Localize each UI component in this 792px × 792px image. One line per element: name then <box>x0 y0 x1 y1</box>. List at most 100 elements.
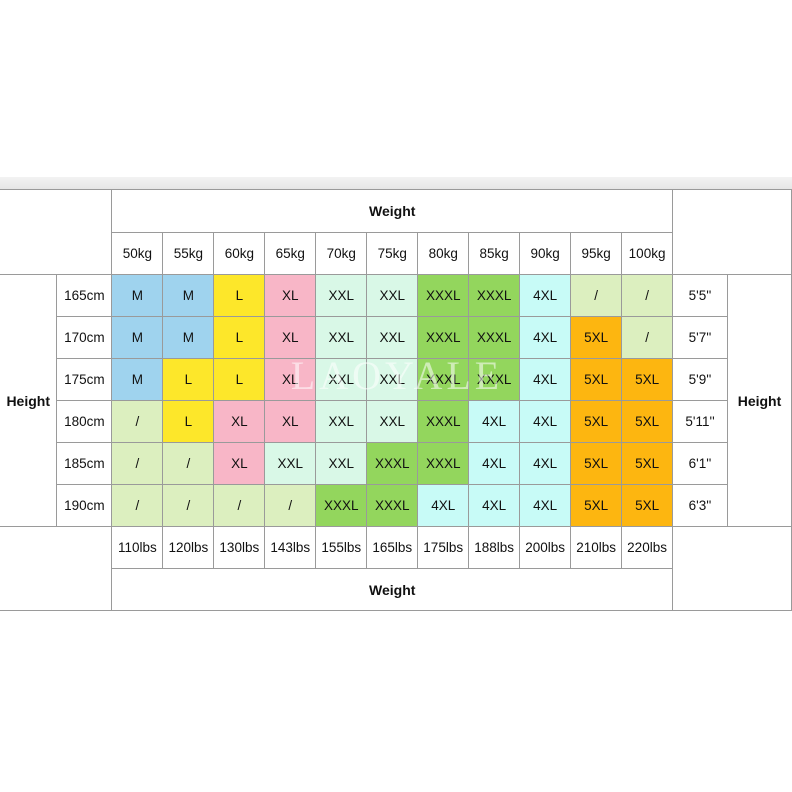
weight-kg-cell: 95kg <box>570 232 623 275</box>
weight-lbs-cell: 200lbs <box>519 526 572 569</box>
size-cell: 4XL <box>468 484 521 527</box>
size-cell: 5XL <box>570 400 623 443</box>
weight-lbs-cell: 220lbs <box>621 526 674 569</box>
size-cell: / <box>111 400 164 443</box>
size-cell: M <box>162 316 215 359</box>
corner-blank-right <box>672 189 792 275</box>
size-cell: XXL <box>315 274 368 317</box>
height-cm-cell: 185cm <box>56 442 113 485</box>
size-cell: XXL <box>315 316 368 359</box>
size-cell: XXL <box>366 316 419 359</box>
table-row: 190cm / / / / XXXL XXXL 4XL 4XL 4XL 5XL 5XL 6'3'' <box>0 484 792 527</box>
corner-blank <box>0 189 113 275</box>
size-cell: 5XL <box>621 484 674 527</box>
size-cell: M <box>111 358 164 401</box>
size-cell: XXXL <box>417 442 470 485</box>
height-ft-cell: 6'3'' <box>672 484 728 527</box>
size-cell: 4XL <box>519 316 572 359</box>
size-cell: / <box>213 484 266 527</box>
height-cm-cell: 175cm <box>56 358 113 401</box>
size-cell: 5XL <box>570 484 623 527</box>
table-row: 175cm M L L XL XXL XXL XXXL XXXL 4XL 5XL 5XL 5'9'' <box>0 358 792 401</box>
height-ft-cell: 5'7'' <box>672 316 728 359</box>
size-cell: 5XL <box>621 400 674 443</box>
weight-header-bottom: Weight <box>111 568 674 611</box>
table-row: 180cm / L XL XL XXL XXL XXXL 4XL 4XL 5XL 5XL 5'11'' <box>0 400 792 443</box>
height-ft-cell: 5'11'' <box>672 400 728 443</box>
size-cell: M <box>111 316 164 359</box>
size-cell: 5XL <box>621 442 674 485</box>
top-bar <box>0 177 792 189</box>
size-cell: L <box>162 400 215 443</box>
size-chart-table: Weight 50kg 55kg 60kg 65kg 70kg 75kg 80kg 85kg 90… <box>0 189 792 611</box>
size-cell: 4XL <box>519 400 572 443</box>
weight-kg-cell: 70kg <box>315 232 368 275</box>
weight-kg-cell: 55kg <box>162 232 215 275</box>
header-row-weight: Weight <box>0 189 792 275</box>
weight-lbs-cell: 175lbs <box>417 526 470 569</box>
weight-kg-cell: 65kg <box>264 232 317 275</box>
height-label-left: Height <box>0 274 58 527</box>
corner-blank-bottom-right <box>672 526 792 611</box>
size-cell: XXXL <box>417 400 470 443</box>
weight-kg-cell: 50kg <box>111 232 164 275</box>
size-cell: 5XL <box>570 316 623 359</box>
size-cell: / <box>162 484 215 527</box>
height-cm-cell: 180cm <box>56 400 113 443</box>
size-cell: / <box>570 274 623 317</box>
weight-header-top: Weight <box>111 189 674 233</box>
size-cell: XL <box>213 442 266 485</box>
size-cell: / <box>111 484 164 527</box>
size-cell: 5XL <box>570 358 623 401</box>
weight-kg-cell: 100kg <box>621 232 674 275</box>
table-row: 185cm / / XL XXL XXL XXXL XXXL 4XL 4XL 5XL 5XL 6'1'' <box>0 442 792 485</box>
size-cell: / <box>162 442 215 485</box>
weight-lbs-cell: 155lbs <box>315 526 368 569</box>
size-cell: L <box>213 316 266 359</box>
weight-kg-cell: 75kg <box>366 232 419 275</box>
size-cell: XL <box>264 274 317 317</box>
height-label-right: Height <box>726 274 792 527</box>
size-cell: XXL <box>366 274 419 317</box>
size-cell: XXL <box>315 400 368 443</box>
weight-lbs-cell: 130lbs <box>213 526 266 569</box>
size-cell: XXXL <box>468 274 521 317</box>
size-cell: L <box>213 358 266 401</box>
weight-lbs-cell: 188lbs <box>468 526 521 569</box>
size-cell: XXXL <box>366 442 419 485</box>
weight-kg-cell: 85kg <box>468 232 521 275</box>
weight-lbs-cell: 165lbs <box>366 526 419 569</box>
size-cell: XXXL <box>417 358 470 401</box>
size-cell: 4XL <box>417 484 470 527</box>
size-cell: XXXL <box>468 316 521 359</box>
size-cell: / <box>111 442 164 485</box>
height-cm-cell: 190cm <box>56 484 113 527</box>
size-cell: 5XL <box>621 358 674 401</box>
weight-lbs-cell: 210lbs <box>570 526 623 569</box>
size-cell: XL <box>264 316 317 359</box>
size-cell: L <box>162 358 215 401</box>
size-cell: XXXL <box>366 484 419 527</box>
weight-lbs-cell: 120lbs <box>162 526 215 569</box>
size-cell: L <box>213 274 266 317</box>
size-cell: 4XL <box>519 484 572 527</box>
height-cm-cell: 165cm <box>56 274 113 317</box>
size-cell: XXL <box>315 442 368 485</box>
size-cell: XL <box>264 400 317 443</box>
size-cell: XL <box>213 400 266 443</box>
size-cell: XXL <box>366 358 419 401</box>
size-cell: / <box>621 316 674 359</box>
size-cell: XXXL <box>315 484 368 527</box>
size-cell: XXXL <box>417 274 470 317</box>
header-row-kg: 50kg 55kg 60kg 65kg 70kg 75kg 80kg 85kg 90kg 95kg… <box>0 232 792 275</box>
table-row: 170cm M M L XL XXL XXL XXXL XXXL 4XL 5XL/5'7'' <box>0 316 792 359</box>
weight-kg-cell: 80kg <box>417 232 470 275</box>
height-ft-cell: 5'9'' <box>672 358 728 401</box>
size-cell: M <box>111 274 164 317</box>
size-cell: 4XL <box>519 274 572 317</box>
size-cell: M <box>162 274 215 317</box>
size-cell: 4XL <box>468 442 521 485</box>
size-cell: 4XL <box>519 442 572 485</box>
size-cell: / <box>621 274 674 317</box>
table-row: Height 165cm M M L XL XXL XXL XXXL XXXL 4XL //5'5''… <box>0 274 792 527</box>
